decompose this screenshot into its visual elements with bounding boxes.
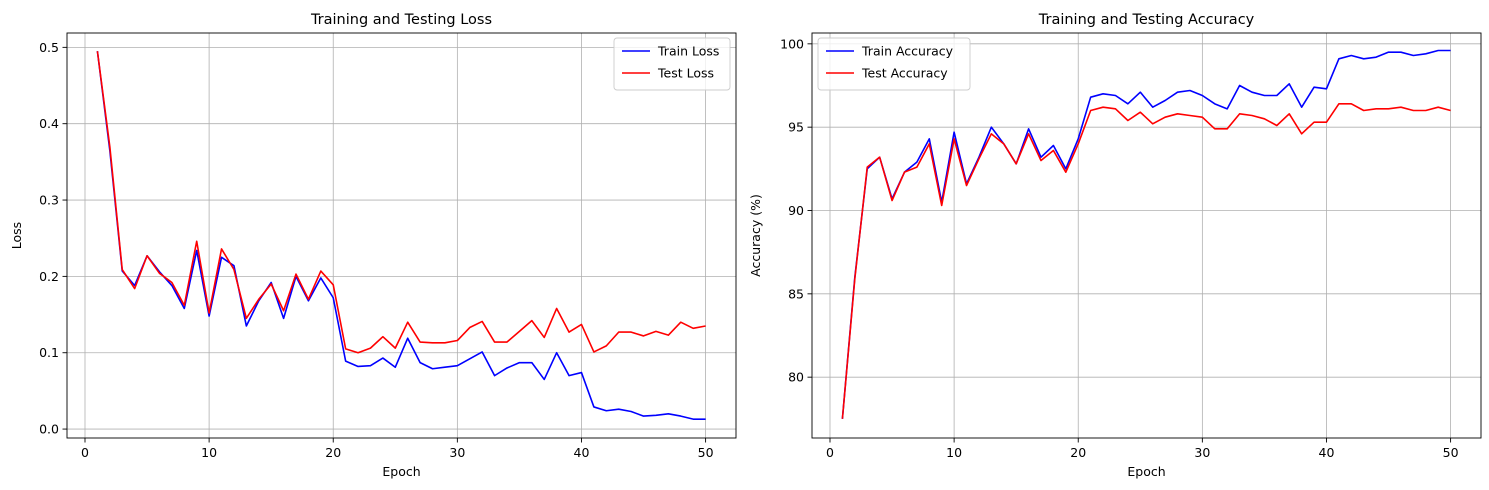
accuracy-y-tick-label: 90: [788, 203, 804, 218]
loss-x-tick-label: 20: [325, 445, 341, 460]
accuracy-x-axis-label: Epoch: [1127, 464, 1165, 479]
accuracy-series-line-1: [841, 103, 1451, 419]
loss-y-tick-label: 0.1: [39, 345, 59, 360]
accuracy-y-axis-label: Accuracy (%): [748, 194, 763, 277]
loss-y-tick-label: 0.2: [39, 269, 59, 284]
accuracy-x-tick-label: 10: [946, 445, 962, 460]
loss-x-tick-label: 10: [201, 445, 217, 460]
accuracy-x-tick-label: 0: [826, 445, 834, 460]
accuracy-y-tick-label: 85: [788, 286, 804, 301]
loss-x-axis-label: Epoch: [382, 464, 420, 479]
accuracy-grid: [812, 33, 1481, 438]
accuracy-legend-label-1: Test Accuracy: [861, 66, 948, 81]
loss-y-tick-label: 0.4: [39, 116, 59, 131]
loss-chart: 0 10 20 30 40 50 0.0 0.1 0.2 0.3 0.4 0.5 Training an…: [9, 12, 737, 479]
loss-axes-frame: [66, 32, 737, 439]
loss-chart-title: Training and Testing Loss: [310, 12, 492, 28]
loss-x-tick-label: 50: [698, 445, 714, 460]
loss-x-tick-label: 0: [81, 445, 89, 460]
loss-y-tick-label: 0.0: [39, 422, 59, 437]
loss-plot-area: [67, 33, 736, 438]
loss-y-tick-label: 0.5: [39, 40, 59, 55]
loss-series-line-1: [96, 51, 706, 354]
accuracy-x-tick-label: 40: [1319, 445, 1335, 460]
accuracy-legend: Train Accuracy Test Accuracy: [817, 37, 971, 91]
accuracy-x-tick-label: 20: [1070, 445, 1086, 460]
accuracy-y-tick-label: 100: [780, 36, 804, 51]
loss-series-line-0: [96, 51, 706, 420]
accuracy-y-tick-label: 80: [788, 370, 804, 385]
accuracy-x-tick-label: 50: [1443, 445, 1459, 460]
loss-x-tick-label: 40: [574, 445, 590, 460]
loss-legend-label-1: Test Loss: [657, 66, 714, 81]
loss-y-axis-label: Loss: [9, 222, 24, 249]
accuracy-axes-frame: [811, 32, 1482, 439]
accuracy-x-tick-label: 30: [1194, 445, 1210, 460]
accuracy-chart: 0 10 20 30 40 50 80 85 90 95 100 Training and Testi…: [748, 12, 1482, 479]
accuracy-legend-label-0: Train Accuracy: [861, 44, 954, 59]
loss-y-tick-label: 0.3: [39, 193, 59, 208]
accuracy-legend-box: [817, 37, 971, 91]
accuracy-chart-title: Training and Testing Accuracy: [1038, 12, 1255, 28]
loss-grid: [67, 33, 736, 438]
accuracy-y-tick-label: 95: [788, 120, 804, 135]
loss-legend: Train Loss Test Loss: [613, 37, 731, 91]
loss-x-tick-label: 30: [449, 445, 465, 460]
loss-legend-label-0: Train Loss: [657, 44, 719, 59]
